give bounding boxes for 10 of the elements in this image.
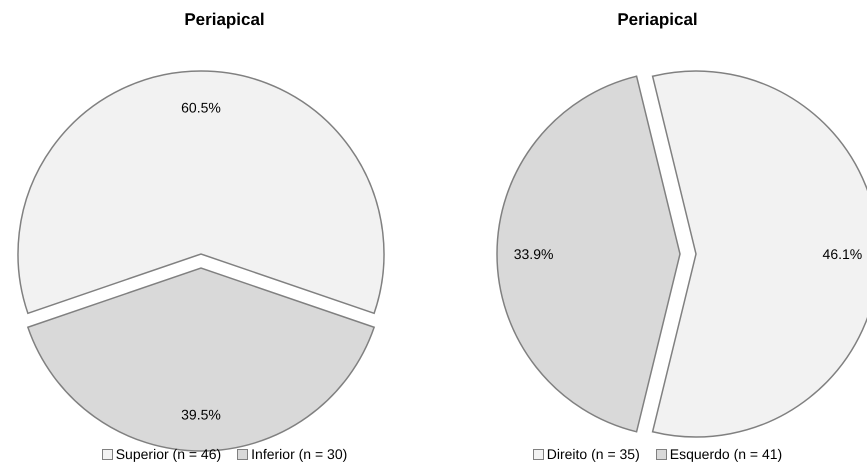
data-label: 33.9%: [514, 246, 554, 262]
legend-label: Inferior (n = 30): [251, 446, 348, 462]
chart-title: Periapical: [183, 9, 266, 31]
chart-title: Periapical: [616, 9, 699, 31]
data-label: 46.1%: [822, 246, 862, 262]
data-label: 60.5%: [181, 100, 221, 116]
legend-label: Superior (n = 46): [116, 446, 222, 462]
legend-label: Esquerdo (n = 41): [670, 446, 782, 462]
data-label: 39.5%: [181, 406, 221, 422]
legend-label: Direito (n = 35): [546, 446, 640, 462]
